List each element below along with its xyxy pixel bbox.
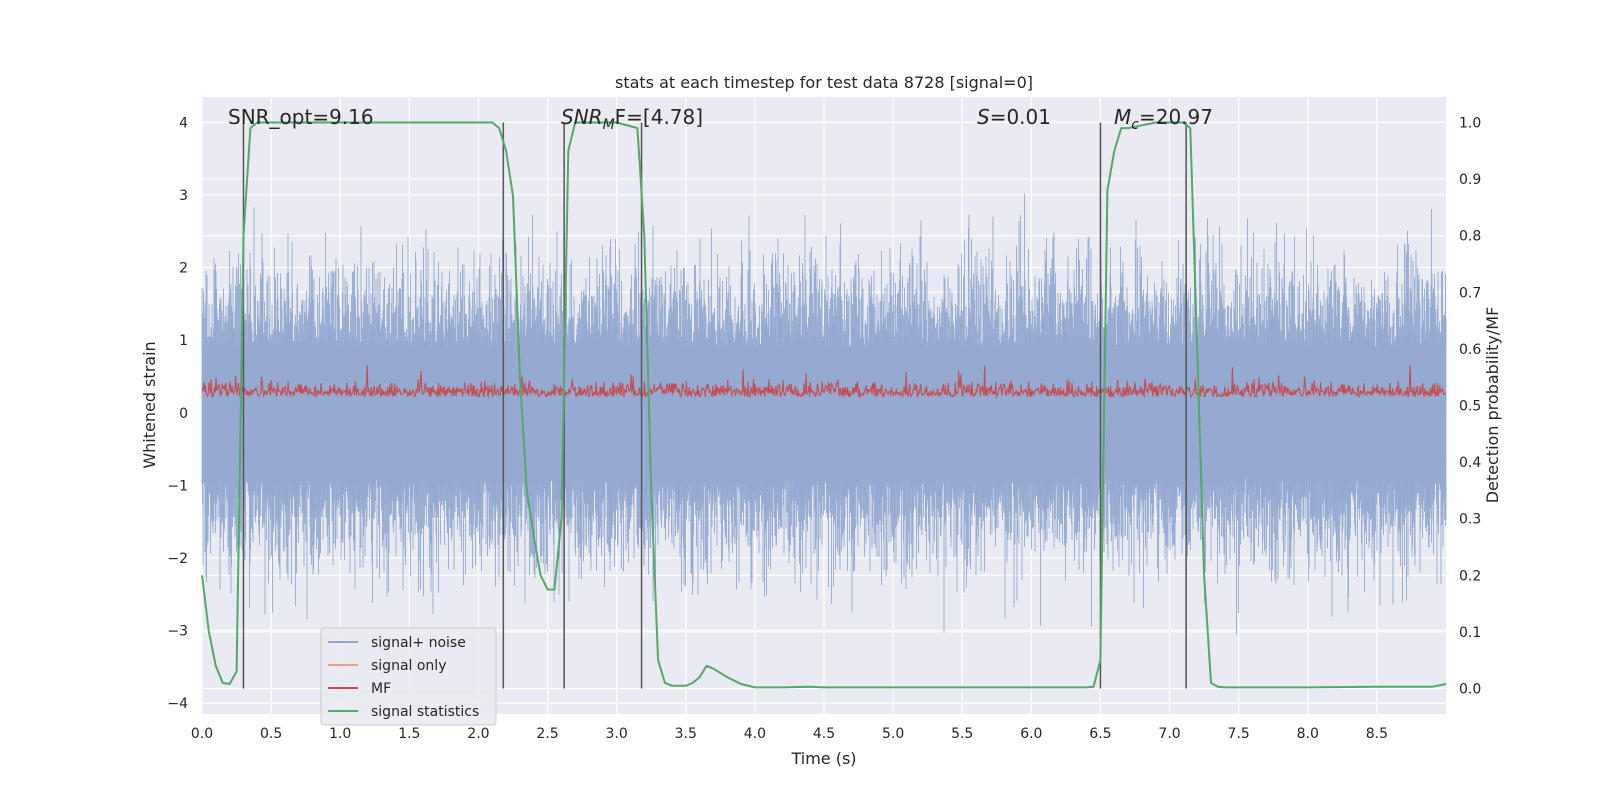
annotation-mc-main: M bbox=[1114, 105, 1131, 129]
x-tick-label: 4.0 bbox=[744, 726, 766, 742]
x-tick-label: 5.5 bbox=[951, 726, 973, 742]
left-tick-label: 4 bbox=[179, 115, 188, 131]
legend-label: MF bbox=[371, 681, 391, 697]
x-axis-label: Time (s) bbox=[790, 749, 856, 768]
left-tick-label: 1 bbox=[179, 333, 188, 349]
right-tick-label: 0.4 bbox=[1459, 455, 1481, 471]
right-tick-label: 0.3 bbox=[1459, 512, 1481, 528]
x-tick-label: 2.0 bbox=[467, 726, 489, 742]
left-tick-label: −3 bbox=[167, 624, 188, 640]
legend-label: signal+ noise bbox=[371, 635, 466, 651]
right-tick-label: 0.2 bbox=[1459, 568, 1481, 584]
mf-series bbox=[201, 365, 1447, 399]
annotation-s: S=0.01 bbox=[977, 105, 1051, 129]
x-tick-label: 1.0 bbox=[329, 726, 351, 742]
signal-noise-series bbox=[201, 193, 1447, 635]
right-tick-label: 0.0 bbox=[1459, 682, 1481, 698]
x-tick-label: 7.5 bbox=[1228, 726, 1250, 742]
legend-label: signal statistics bbox=[371, 704, 479, 720]
x-tick-label: 0.5 bbox=[260, 726, 282, 742]
x-tick-label: 8.5 bbox=[1366, 726, 1388, 742]
legend-box bbox=[320, 627, 497, 726]
right-tick-label: 0.9 bbox=[1459, 172, 1481, 188]
annotation-snr-opt: SNR_opt=9.16 bbox=[228, 105, 374, 129]
x-tick-label: 1.5 bbox=[398, 726, 420, 742]
left-axis-label: Whitened strain bbox=[140, 341, 159, 468]
signal-statistics-series bbox=[201, 121, 1447, 689]
left-tick-label: 3 bbox=[179, 188, 188, 204]
right-tick-label: 0.5 bbox=[1459, 399, 1481, 415]
annotation-mc-sub: c bbox=[1131, 117, 1139, 133]
right-tick-label: 0.8 bbox=[1459, 229, 1481, 245]
annotation-mc-rest: =20.97 bbox=[1139, 105, 1213, 129]
mf-trace bbox=[201, 365, 1447, 399]
left-tick-labels: −4 −3 −2 −1 0 1 2 3 4 bbox=[167, 115, 188, 712]
left-tick-label: −2 bbox=[167, 551, 188, 567]
chart-title: stats at each timestep for test data 872… bbox=[615, 73, 1033, 92]
x-tick-label: 3.5 bbox=[675, 726, 697, 742]
left-tick-label: −1 bbox=[167, 478, 188, 494]
x-tick-label: 0.0 bbox=[191, 726, 213, 742]
right-tick-label: 0.1 bbox=[1459, 625, 1481, 641]
left-tick-label: 2 bbox=[179, 261, 188, 277]
annotation-s-rest: =0.01 bbox=[990, 105, 1051, 129]
signal-statistics-line bbox=[201, 121, 1447, 689]
left-tick-label: 0 bbox=[179, 406, 188, 422]
legend-label: signal only bbox=[371, 658, 446, 674]
annotation-snr-mf: SNRMF=[4.78] bbox=[561, 105, 703, 133]
x-tick-label: 4.5 bbox=[813, 726, 835, 742]
legend: signal+ noise signal only MF signal statist… bbox=[320, 627, 497, 726]
annotation-snr-mf-rest: F=[4.78] bbox=[615, 105, 703, 129]
annotation-snr-mf-sub: M bbox=[603, 117, 615, 133]
right-tick-label: 0.6 bbox=[1459, 342, 1481, 358]
x-tick-labels: 0.0 0.5 1.0 1.5 2.0 2.5 3.0 3.5 4.0 4.5 5.0 5.5 6.0 6… bbox=[191, 726, 1388, 742]
signal-noise-trace bbox=[201, 193, 1447, 635]
left-tick-label: −4 bbox=[167, 696, 188, 712]
x-tick-label: 7.0 bbox=[1158, 726, 1180, 742]
right-axis-label: Detection probability/MF bbox=[1483, 307, 1502, 504]
x-tick-label: 6.0 bbox=[1020, 726, 1042, 742]
x-tick-label: 5.0 bbox=[882, 726, 904, 742]
right-tick-label: 1.0 bbox=[1459, 115, 1481, 131]
x-tick-label: 2.5 bbox=[536, 726, 558, 742]
right-tick-label: 0.7 bbox=[1459, 285, 1481, 301]
right-tick-labels: 0.0 0.1 0.2 0.3 0.4 0.5 0.6 0.7 0.8 0.9 1.0 bbox=[1459, 115, 1481, 697]
annotation-s-italic: S bbox=[977, 105, 990, 129]
x-tick-label: 8.0 bbox=[1297, 726, 1319, 742]
annotation-snr-mf-main: SNR bbox=[561, 105, 603, 129]
x-tick-label: 6.5 bbox=[1089, 726, 1111, 742]
x-tick-label: 3.0 bbox=[606, 726, 628, 742]
annotation-mc: Mc=20.97 bbox=[1114, 105, 1213, 133]
